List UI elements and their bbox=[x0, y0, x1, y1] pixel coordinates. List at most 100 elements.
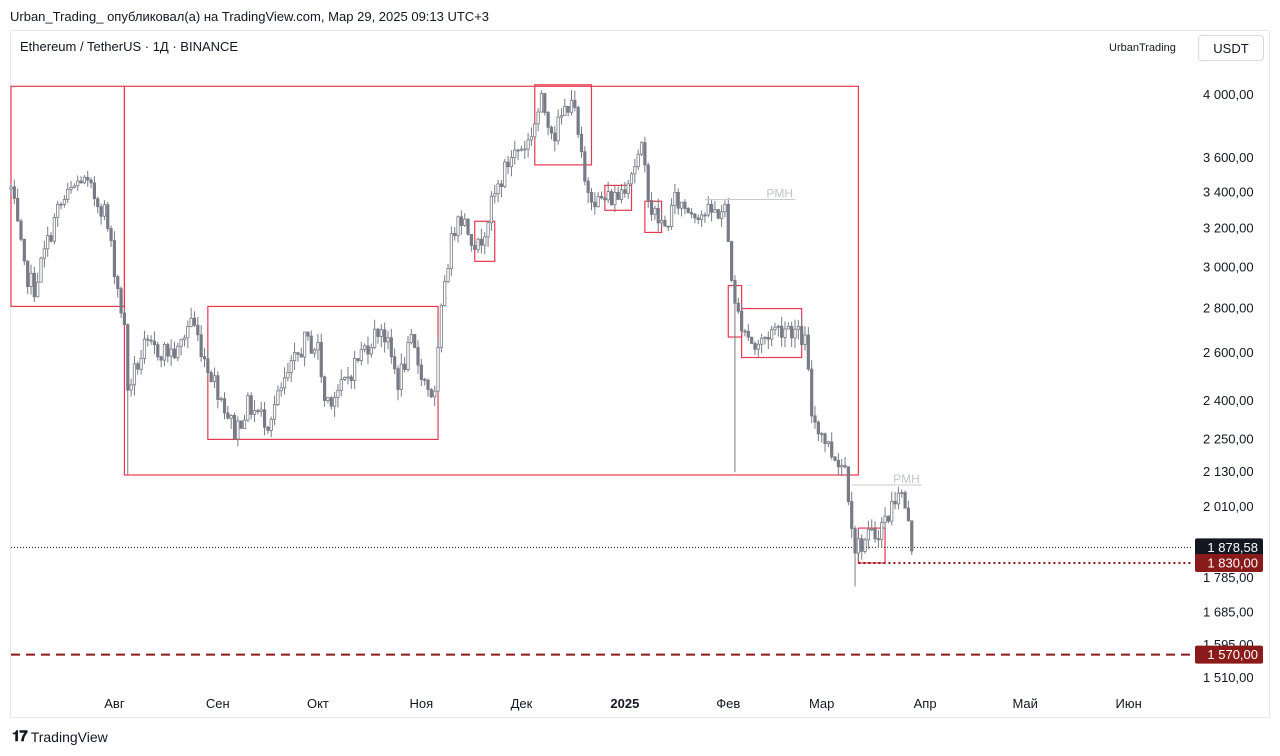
candle-body bbox=[333, 397, 337, 407]
candle-body bbox=[72, 185, 76, 188]
candle-body bbox=[86, 176, 90, 181]
current-price-tag-bg bbox=[1195, 538, 1263, 557]
candle-body bbox=[252, 410, 257, 415]
candle-body bbox=[19, 220, 23, 240]
candle-body bbox=[466, 218, 470, 235]
candle-body bbox=[226, 412, 230, 419]
candle-body bbox=[299, 353, 303, 358]
level-price-tag-bg bbox=[1195, 554, 1263, 573]
candle-body bbox=[209, 372, 213, 383]
candle-body bbox=[593, 201, 597, 208]
candle-body bbox=[663, 219, 667, 227]
candle-body bbox=[182, 337, 187, 341]
candle-body bbox=[456, 216, 460, 237]
currency-button[interactable]: USDT bbox=[1198, 35, 1264, 61]
candle-body bbox=[446, 268, 450, 282]
zone-box bbox=[207, 305, 439, 441]
candle-body bbox=[586, 180, 590, 193]
candle-body bbox=[379, 329, 383, 337]
candle-body bbox=[810, 368, 814, 417]
candle-body bbox=[32, 272, 36, 298]
candle-body bbox=[416, 347, 420, 366]
candle-body bbox=[262, 409, 267, 428]
candle-body bbox=[626, 183, 630, 194]
candle-body bbox=[206, 358, 210, 373]
candle-body bbox=[496, 183, 500, 195]
level-lines bbox=[11, 546, 1192, 656]
price-tick-label: 2 130,00 bbox=[1203, 464, 1254, 479]
candle-body bbox=[910, 520, 914, 552]
candle-body bbox=[800, 326, 804, 345]
candle-body bbox=[309, 335, 313, 354]
candle-body bbox=[459, 216, 463, 226]
candle-body bbox=[599, 196, 604, 199]
candle-body bbox=[479, 238, 483, 246]
candle-body bbox=[232, 415, 237, 440]
candle-body bbox=[796, 326, 800, 330]
candle-body bbox=[653, 207, 657, 215]
author-name[interactable]: UrbanTrading bbox=[1109, 42, 1176, 54]
candle-body bbox=[302, 331, 307, 358]
candle-body bbox=[846, 466, 850, 502]
candle-body bbox=[730, 241, 734, 281]
time-axis[interactable]: Авг Сен Окт Ноя Дек 2025 Фев Мар Апр Май Июн bbox=[104, 696, 1141, 711]
candle-body bbox=[556, 116, 560, 142]
candle-body bbox=[613, 191, 617, 206]
candle-body bbox=[886, 515, 891, 522]
candle-body bbox=[236, 420, 240, 440]
candle-body bbox=[176, 345, 180, 359]
candle-body bbox=[893, 500, 897, 505]
brand-name: TradingView bbox=[30, 728, 108, 745]
candle-body bbox=[426, 379, 430, 390]
candle-body bbox=[353, 358, 357, 381]
candle-body bbox=[589, 192, 594, 203]
candle-body bbox=[16, 197, 20, 222]
candle-body bbox=[546, 112, 550, 128]
candle-body bbox=[489, 195, 494, 224]
candle-body bbox=[503, 161, 507, 188]
candle-body bbox=[876, 538, 881, 541]
candle-body bbox=[816, 421, 820, 435]
candle-body bbox=[189, 317, 193, 327]
candle-body bbox=[142, 338, 147, 359]
candle-body bbox=[723, 203, 727, 213]
candle-body bbox=[366, 345, 370, 355]
symbol-title[interactable]: Ethereum / TetherUS · 1Д · BINANCE bbox=[20, 39, 239, 54]
candle-body bbox=[579, 134, 584, 153]
price-tick-label: 3 400,00 bbox=[1203, 184, 1254, 199]
candle-body bbox=[659, 219, 664, 224]
candle-body bbox=[643, 142, 647, 166]
footer-brand[interactable]: 𝟏𝟕 TradingView bbox=[12, 728, 108, 745]
candle-body bbox=[549, 126, 554, 134]
candle-body bbox=[269, 418, 273, 431]
candle-body bbox=[266, 426, 270, 431]
candle-body bbox=[49, 235, 53, 242]
candle-body bbox=[329, 397, 333, 407]
time-tick-label: Май bbox=[1012, 696, 1037, 711]
candle-body bbox=[890, 500, 894, 522]
candle-body bbox=[753, 343, 757, 350]
candle-body bbox=[272, 404, 277, 420]
candle-body bbox=[649, 200, 654, 215]
candle-body bbox=[169, 348, 173, 357]
candle-body bbox=[833, 456, 837, 461]
candle-body bbox=[770, 329, 774, 340]
candle-body bbox=[743, 330, 747, 333]
candle-body bbox=[46, 235, 50, 250]
price-axis[interactable]: 4 000,00 3 600,00 3 400,00 3 200,00 3 000,00… bbox=[1203, 87, 1254, 685]
time-tick-label: Ноя bbox=[410, 696, 434, 711]
candle-body bbox=[483, 236, 487, 246]
candle-body bbox=[726, 203, 730, 242]
candle-body bbox=[429, 389, 433, 398]
candle-body bbox=[356, 358, 360, 361]
candle-body bbox=[256, 410, 260, 412]
candle-body bbox=[122, 312, 127, 326]
time-tick-label: Сен bbox=[206, 696, 230, 711]
candle-body bbox=[536, 111, 540, 125]
candle-body bbox=[790, 325, 794, 339]
candle-body bbox=[843, 465, 847, 468]
candle-body bbox=[646, 164, 650, 201]
candle-body bbox=[59, 203, 63, 206]
candles bbox=[9, 90, 914, 587]
